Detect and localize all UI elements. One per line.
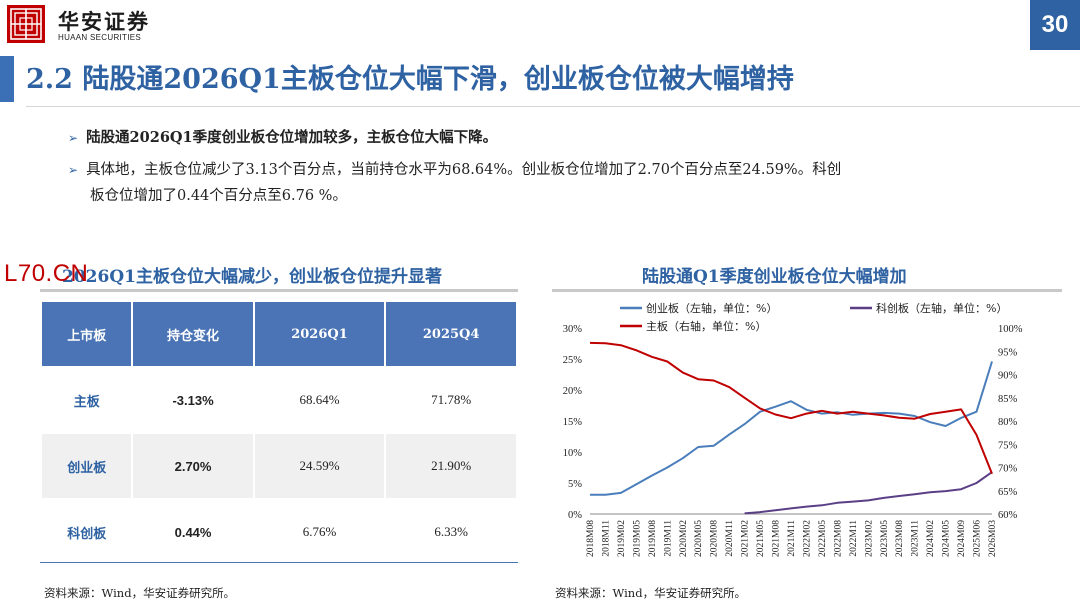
x-tick-label: 2025M06 xyxy=(973,520,983,557)
chart-lines xyxy=(589,341,993,515)
board-name: 创业板 xyxy=(42,434,132,498)
huaan-logo-icon xyxy=(7,5,45,43)
series-line xyxy=(589,341,993,475)
holding-change: 2.70% xyxy=(133,434,253,498)
table-bottom-rule xyxy=(40,562,518,563)
x-tick-label: 2022M05 xyxy=(818,520,828,557)
left-source-note: 资料来源：Wind，华安证券研究所。 xyxy=(44,586,236,600)
y-left-tick-label: 20% xyxy=(563,386,583,397)
x-tick-label: 2020M05 xyxy=(694,520,704,557)
x-tick-label: 2022M08 xyxy=(833,520,843,557)
holdings-table: 上市板 持仓变化 2026Q1 2025Q4 主板 -3.13% 68.64% … xyxy=(40,300,518,566)
right-section-rule xyxy=(552,289,1062,292)
y-left-tick-label: 25% xyxy=(563,355,583,366)
holdings-line-chart: 创业板（左轴，单位：%） 科创板（左轴，单位：%） 主板（右轴，单位：%） 0% 5%… xyxy=(563,301,1023,557)
left-section-rule xyxy=(40,289,518,292)
x-tick-label: 2021M11 xyxy=(787,520,797,557)
x-tick-label: 2021M02 xyxy=(741,520,751,557)
left-section-title: 2026Q1主板仓位大幅减少，创业板仓位提升显著 xyxy=(62,267,442,287)
page-title: 2.2 陆股通2026Q1主板仓位大幅下滑，创业板仓位被大幅增持 xyxy=(26,64,794,95)
y-right-tick-label: 100% xyxy=(998,324,1023,335)
right-source-note: 资料来源：Wind，华安证券研究所。 xyxy=(555,586,747,600)
y-right-tick-label: 70% xyxy=(998,464,1018,475)
x-tick-label: 2019M05 xyxy=(632,520,642,557)
table-row: 创业板 2.70% 24.59% 21.90% xyxy=(42,434,516,498)
x-tick-label: 2020M08 xyxy=(710,520,720,557)
x-tick-label: 2020M11 xyxy=(725,520,735,557)
x-tick-label: 2019M08 xyxy=(648,520,658,557)
holding-change: -3.13% xyxy=(133,368,253,432)
x-tick-label: 2024M02 xyxy=(926,520,936,557)
y-left-tick-label: 10% xyxy=(563,448,583,459)
y-right-tick-label: 60% xyxy=(998,510,1018,521)
x-tick-label: 2024M09 xyxy=(957,520,967,557)
y-left-tick-label: 0% xyxy=(568,510,582,521)
x-tick-label: 2021M08 xyxy=(772,520,782,557)
series-line xyxy=(590,361,993,496)
x-tick-label: 2020M02 xyxy=(679,520,689,557)
x-tick-label: 2023M05 xyxy=(880,520,890,557)
y-left-tick-label: 30% xyxy=(563,324,583,335)
arrow-bullet-icon: ➢ xyxy=(68,131,79,145)
series-line xyxy=(744,471,993,515)
x-tick-label: 2019M11 xyxy=(663,520,673,557)
right-section-title: 陆股通Q1季度创业板仓位大幅增加 xyxy=(642,267,907,287)
column-header: 2025Q4 xyxy=(386,302,516,366)
holding-2026q1: 6.76% xyxy=(254,500,385,564)
title-divider xyxy=(26,106,1080,107)
x-tick-label: 2022M11 xyxy=(849,520,859,557)
holding-change: 0.44% xyxy=(133,500,253,564)
x-tick-label: 2026M03 xyxy=(988,520,998,557)
arrow-bullet-icon: ➢ xyxy=(68,163,79,177)
chart-axes: 0% 5% 10% 15% 20% 25% 30% 60% 65% 70% 75% 80% 85% 90%… xyxy=(563,324,1023,557)
y-left-tick-label: 5% xyxy=(568,479,582,490)
table-row: 主板 -3.13% 68.64% 71.78% xyxy=(42,368,516,432)
brand-name-cn: 华安证券 xyxy=(58,9,150,34)
y-right-tick-label: 65% xyxy=(998,487,1018,498)
holding-2025q4: 21.90% xyxy=(386,434,516,498)
column-header: 持仓变化 xyxy=(133,302,253,366)
column-header: 上市板 xyxy=(42,302,132,366)
bullet-detail-continued: 板仓位增加了0.44个百分点至6.76 %。 xyxy=(90,188,347,204)
x-tick-label: 2023M08 xyxy=(895,520,905,557)
x-tick-label: 2018M11 xyxy=(601,520,611,557)
x-tick-label: 2023M02 xyxy=(864,520,874,557)
y-right-tick-label: 80% xyxy=(998,417,1018,428)
x-tick-label: 2024M05 xyxy=(942,520,952,557)
y-right-tick-label: 95% xyxy=(998,347,1018,358)
legend-label: 主板（右轴，单位：%） xyxy=(646,319,766,333)
column-header: 2026Q1 xyxy=(254,302,385,366)
page-number: 30 xyxy=(1030,0,1080,50)
legend-label: 创业板（左轴，单位：%） xyxy=(646,301,777,315)
holding-2025q4: 6.33% xyxy=(386,500,516,564)
x-tick-label: 2021M05 xyxy=(756,520,766,557)
table-header-row: 上市板 持仓变化 2026Q1 2025Q4 xyxy=(42,302,516,366)
watermark: L70.CN xyxy=(4,260,89,287)
board-name: 科创板 xyxy=(42,500,132,564)
holding-2025q4: 71.78% xyxy=(386,368,516,432)
holding-2026q1: 24.59% xyxy=(254,434,385,498)
y-right-tick-label: 90% xyxy=(998,371,1018,382)
x-tick-label: 2018M08 xyxy=(586,520,596,557)
y-right-tick-label: 75% xyxy=(998,440,1018,451)
bullet-detail: ➢ 具体地，主板仓位减少了3.13个百分点，当前持仓水平为68.64%。创业板仓位… xyxy=(68,158,841,179)
bullet-text: 具体地，主板仓位减少了3.13个百分点，当前持仓水平为68.64%。创业板仓位增… xyxy=(86,162,842,178)
x-tick-label: 2019M02 xyxy=(617,520,627,557)
y-right-tick-label: 85% xyxy=(998,394,1018,405)
x-tick-label: 2022M02 xyxy=(802,520,812,557)
y-left-tick-label: 15% xyxy=(563,417,583,428)
board-name: 主板 xyxy=(42,368,132,432)
x-tick-label: 2023M11 xyxy=(911,520,921,557)
brand-name-en: HUAAN SECURITIES xyxy=(58,33,142,42)
bullet-text: 陆股通2026Q1季度创业板仓位增加较多，主板仓位大幅下降。 xyxy=(86,129,498,146)
legend-label: 科创板（左轴，单位：%） xyxy=(876,301,1007,315)
holding-2026q1: 68.64% xyxy=(254,368,385,432)
title-accent-bar xyxy=(0,56,14,102)
bullet-summary: ➢ 陆股通2026Q1季度创业板仓位增加较多，主板仓位大幅下降。 xyxy=(68,126,497,147)
table-row: 科创板 0.44% 6.76% 6.33% xyxy=(42,500,516,564)
chart-legend: 创业板（左轴，单位：%） 科创板（左轴，单位：%） 主板（右轴，单位：%） xyxy=(620,301,1007,333)
